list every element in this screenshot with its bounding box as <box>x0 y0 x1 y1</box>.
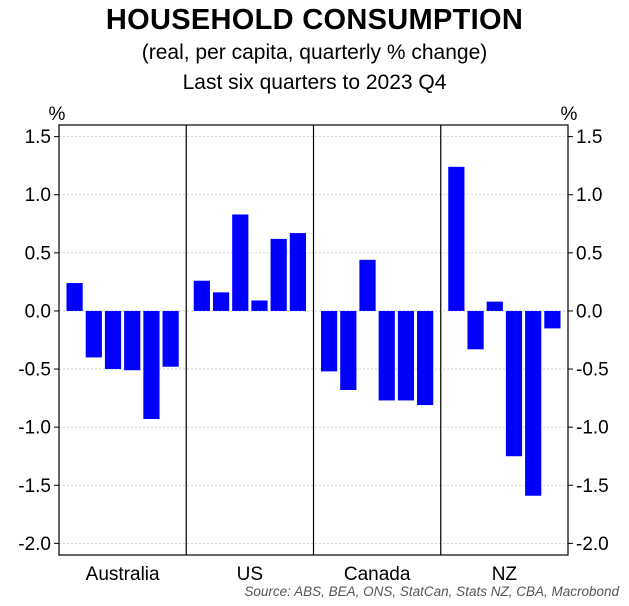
bar <box>467 310 484 350</box>
bar <box>66 283 83 311</box>
y-tick-label-right: 1.0 <box>576 185 602 206</box>
y-tick-label-right: -1.0 <box>576 418 609 439</box>
y-tick-label-right: 0.5 <box>576 243 602 264</box>
y-axis-label-left: % <box>49 104 66 125</box>
bar <box>124 310 141 371</box>
y-tick-label-right: -0.5 <box>576 360 609 381</box>
y-axis-label-right: % <box>561 104 578 125</box>
chart-subtitle: (real, per capita, quarterly % change) <box>141 41 488 64</box>
plot-frame <box>58 124 569 556</box>
x-category-label: NZ <box>492 564 518 585</box>
bar <box>85 310 102 358</box>
y-tick-label-left: -1.0 <box>18 418 51 439</box>
bar <box>448 166 465 311</box>
y-tick-label-right: 0.0 <box>576 301 602 322</box>
bar <box>212 292 230 311</box>
bar <box>544 310 561 329</box>
bar <box>289 233 306 311</box>
chart-title: HOUSEHOLD CONSUMPTION <box>105 4 524 36</box>
bar <box>251 300 268 311</box>
chart-subtitle-period: Last six quarters to 2023 Q4 <box>182 71 447 94</box>
bar <box>525 310 542 496</box>
bar <box>143 310 160 420</box>
y-tick-label-left: 0.0 <box>25 301 51 322</box>
bar <box>359 259 376 311</box>
y-tick-label-left: 1.5 <box>25 127 51 148</box>
bar <box>486 301 503 311</box>
y-tick-label-left: -2.0 <box>18 534 51 555</box>
bar <box>378 310 395 401</box>
bar <box>321 310 338 372</box>
bar <box>397 310 415 401</box>
bar <box>417 310 434 406</box>
y-tick-label-right: 1.5 <box>576 127 602 148</box>
y-tick-label-right: -1.5 <box>576 476 609 497</box>
bar <box>104 310 122 370</box>
bar <box>193 280 210 311</box>
bar <box>162 310 179 367</box>
y-tick-label-left: 1.0 <box>25 185 51 206</box>
y-tick-label-left: -1.5 <box>18 476 51 497</box>
bar <box>340 310 357 390</box>
bar <box>232 214 249 311</box>
source-note: Source: ABS, BEA, ONS, StatCan, Stats NZ… <box>244 584 619 599</box>
y-tick-label-left: -0.5 <box>18 360 51 381</box>
x-category-label: Australia <box>86 564 160 585</box>
bar <box>270 238 287 311</box>
y-tick-label-right: -2.0 <box>576 534 609 555</box>
x-category-label: Canada <box>344 564 411 585</box>
bar <box>505 310 523 457</box>
y-tick-label-left: 0.5 <box>25 243 51 264</box>
x-category-label: US <box>237 564 263 585</box>
